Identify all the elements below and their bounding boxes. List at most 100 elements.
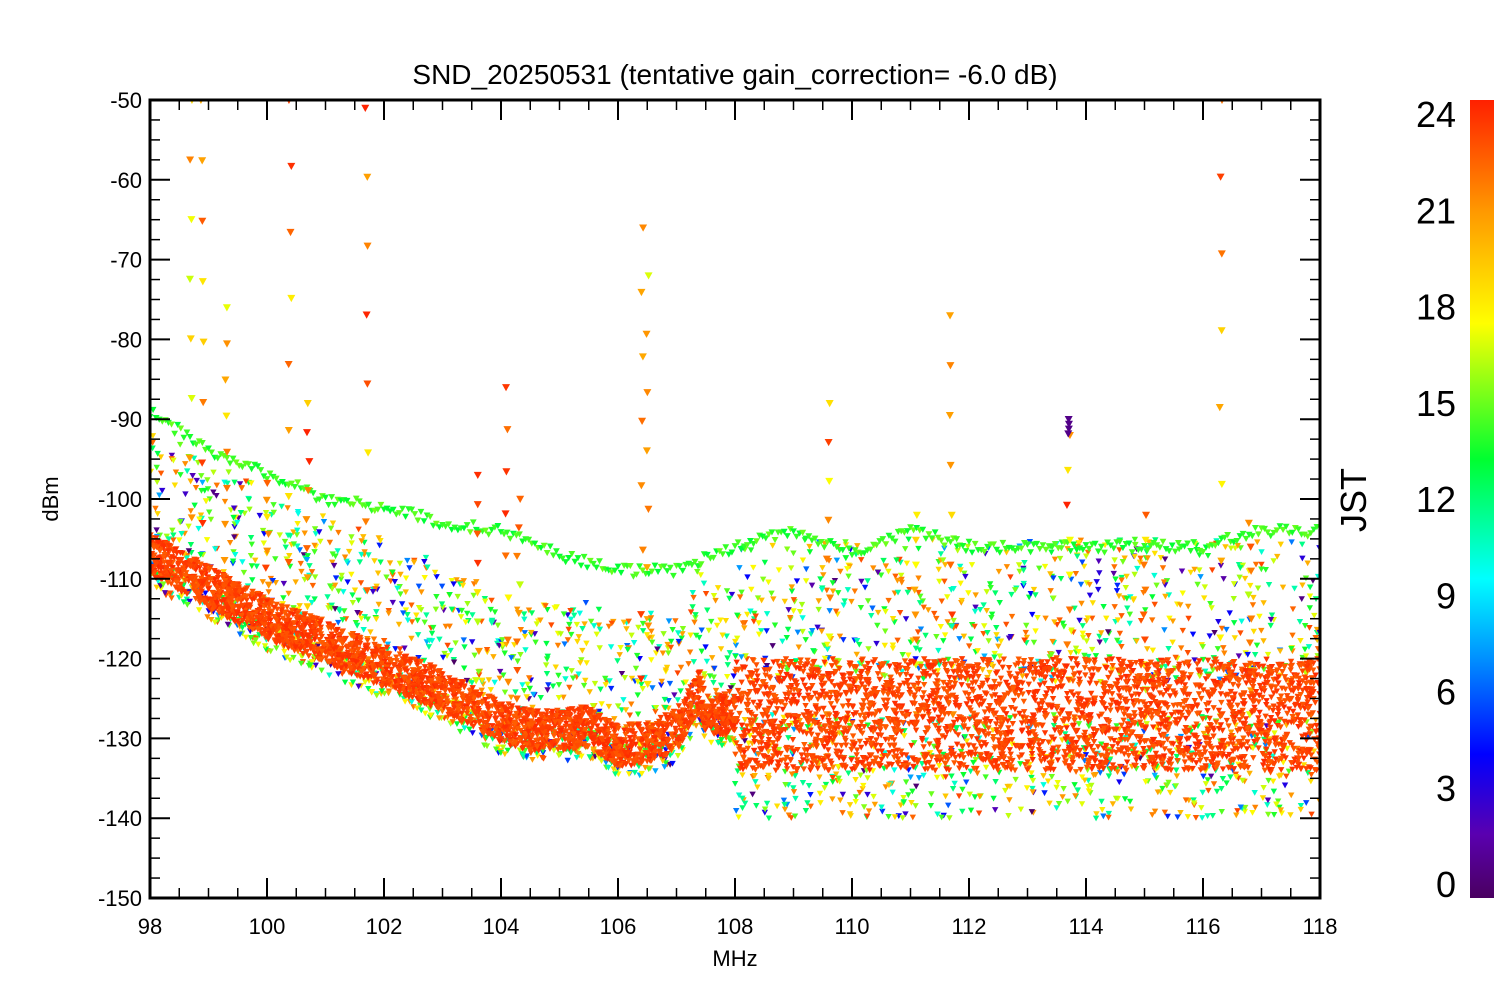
scatter-point [669,760,676,767]
scatter-point [1123,595,1131,602]
scatter-point [819,565,826,571]
spike-point [1062,501,1071,509]
scatter-point [499,637,506,643]
scatter-point [1053,784,1060,791]
scatter-point [1095,586,1102,593]
scatter-point [1050,575,1057,582]
series-point [759,533,767,540]
scatter-point [922,632,929,639]
scatter-point [832,771,840,778]
scatter-point [176,441,184,448]
scatter-point [704,607,711,614]
scatter-point [1305,644,1313,650]
scatter-point [620,619,628,626]
series-point [214,455,222,462]
scatter-point [1052,667,1059,674]
scatter-point [261,643,269,649]
series-point [559,555,566,562]
scatter-point [177,518,184,525]
series-point [1057,545,1065,552]
scatter-point [917,626,925,633]
scatter-point [448,606,456,613]
scatter-point [303,556,311,563]
spike-point [303,400,312,408]
scatter-point [894,637,901,644]
series-point [1051,541,1059,548]
scatter-point [739,805,746,811]
floor-point [954,732,962,739]
scatter-point [726,689,733,695]
scatter-point [414,617,421,624]
scatter-point [662,705,669,711]
series-point [537,544,545,552]
scatter-point [1246,770,1253,777]
series-point [374,506,382,513]
series-point [503,529,511,536]
scatter-point [1169,618,1177,625]
spike-point [1063,641,1072,649]
series-point [799,529,807,536]
scatter-point [775,567,783,574]
scatter-point [914,629,922,636]
scatter-point [1064,546,1071,552]
scatter-point [816,790,824,797]
scatter-point [422,710,429,717]
scatter-point [692,723,700,729]
scatter-point [421,574,428,581]
scatter-point [240,569,248,576]
spike-point [643,389,652,397]
scatter-point [1258,566,1265,573]
scatter-point [990,795,997,802]
series-point [965,538,973,545]
series-point [1027,549,1034,556]
scatter-point [1029,785,1036,792]
scatter-point [185,548,193,554]
scatter-point [207,516,215,523]
scatter-point [1118,577,1125,584]
scatter-point [527,750,535,756]
scatter-point [746,732,754,739]
scatter-point [1270,558,1277,564]
scatter-point [357,580,365,586]
scatter-point [317,538,324,545]
scatter-point [940,638,947,644]
scatter-point [1233,812,1240,819]
scatter-point [557,631,564,638]
series-point [1033,540,1041,548]
scatter-point [1085,653,1092,660]
scatter-point [259,579,266,585]
floor-point [912,727,920,734]
scatter-point [199,479,206,486]
scatter-point [837,568,844,575]
spike-point [1217,250,1226,258]
scatter-point [1222,544,1229,550]
scatter-point [402,589,409,596]
scatter-point [986,669,993,676]
scatter-point [853,651,860,658]
scatter-point [1199,644,1206,650]
scatter-point [991,807,999,813]
scatter-point [860,782,867,789]
scatter-point [765,815,773,822]
scatter-point [1088,782,1095,789]
scatter-point [1230,581,1238,587]
spike-point [911,611,920,619]
scatter-point [659,758,666,764]
scatter-point [935,647,942,654]
scatter-point [408,619,416,626]
series-point [919,526,927,533]
scatter-point [371,558,378,565]
scatter-point [528,629,535,636]
spike-point [222,412,231,420]
scatter-point [1072,769,1080,775]
scatter-point [1103,615,1110,622]
scatter-point [483,734,490,741]
scatter-point [1279,584,1287,591]
spike-point [501,552,510,560]
scatter-point [496,668,504,675]
scatter-point [402,607,410,614]
spike-point [361,104,370,112]
scatter-point [718,742,726,749]
scatter-point [256,512,263,519]
scatter-point [788,815,795,821]
